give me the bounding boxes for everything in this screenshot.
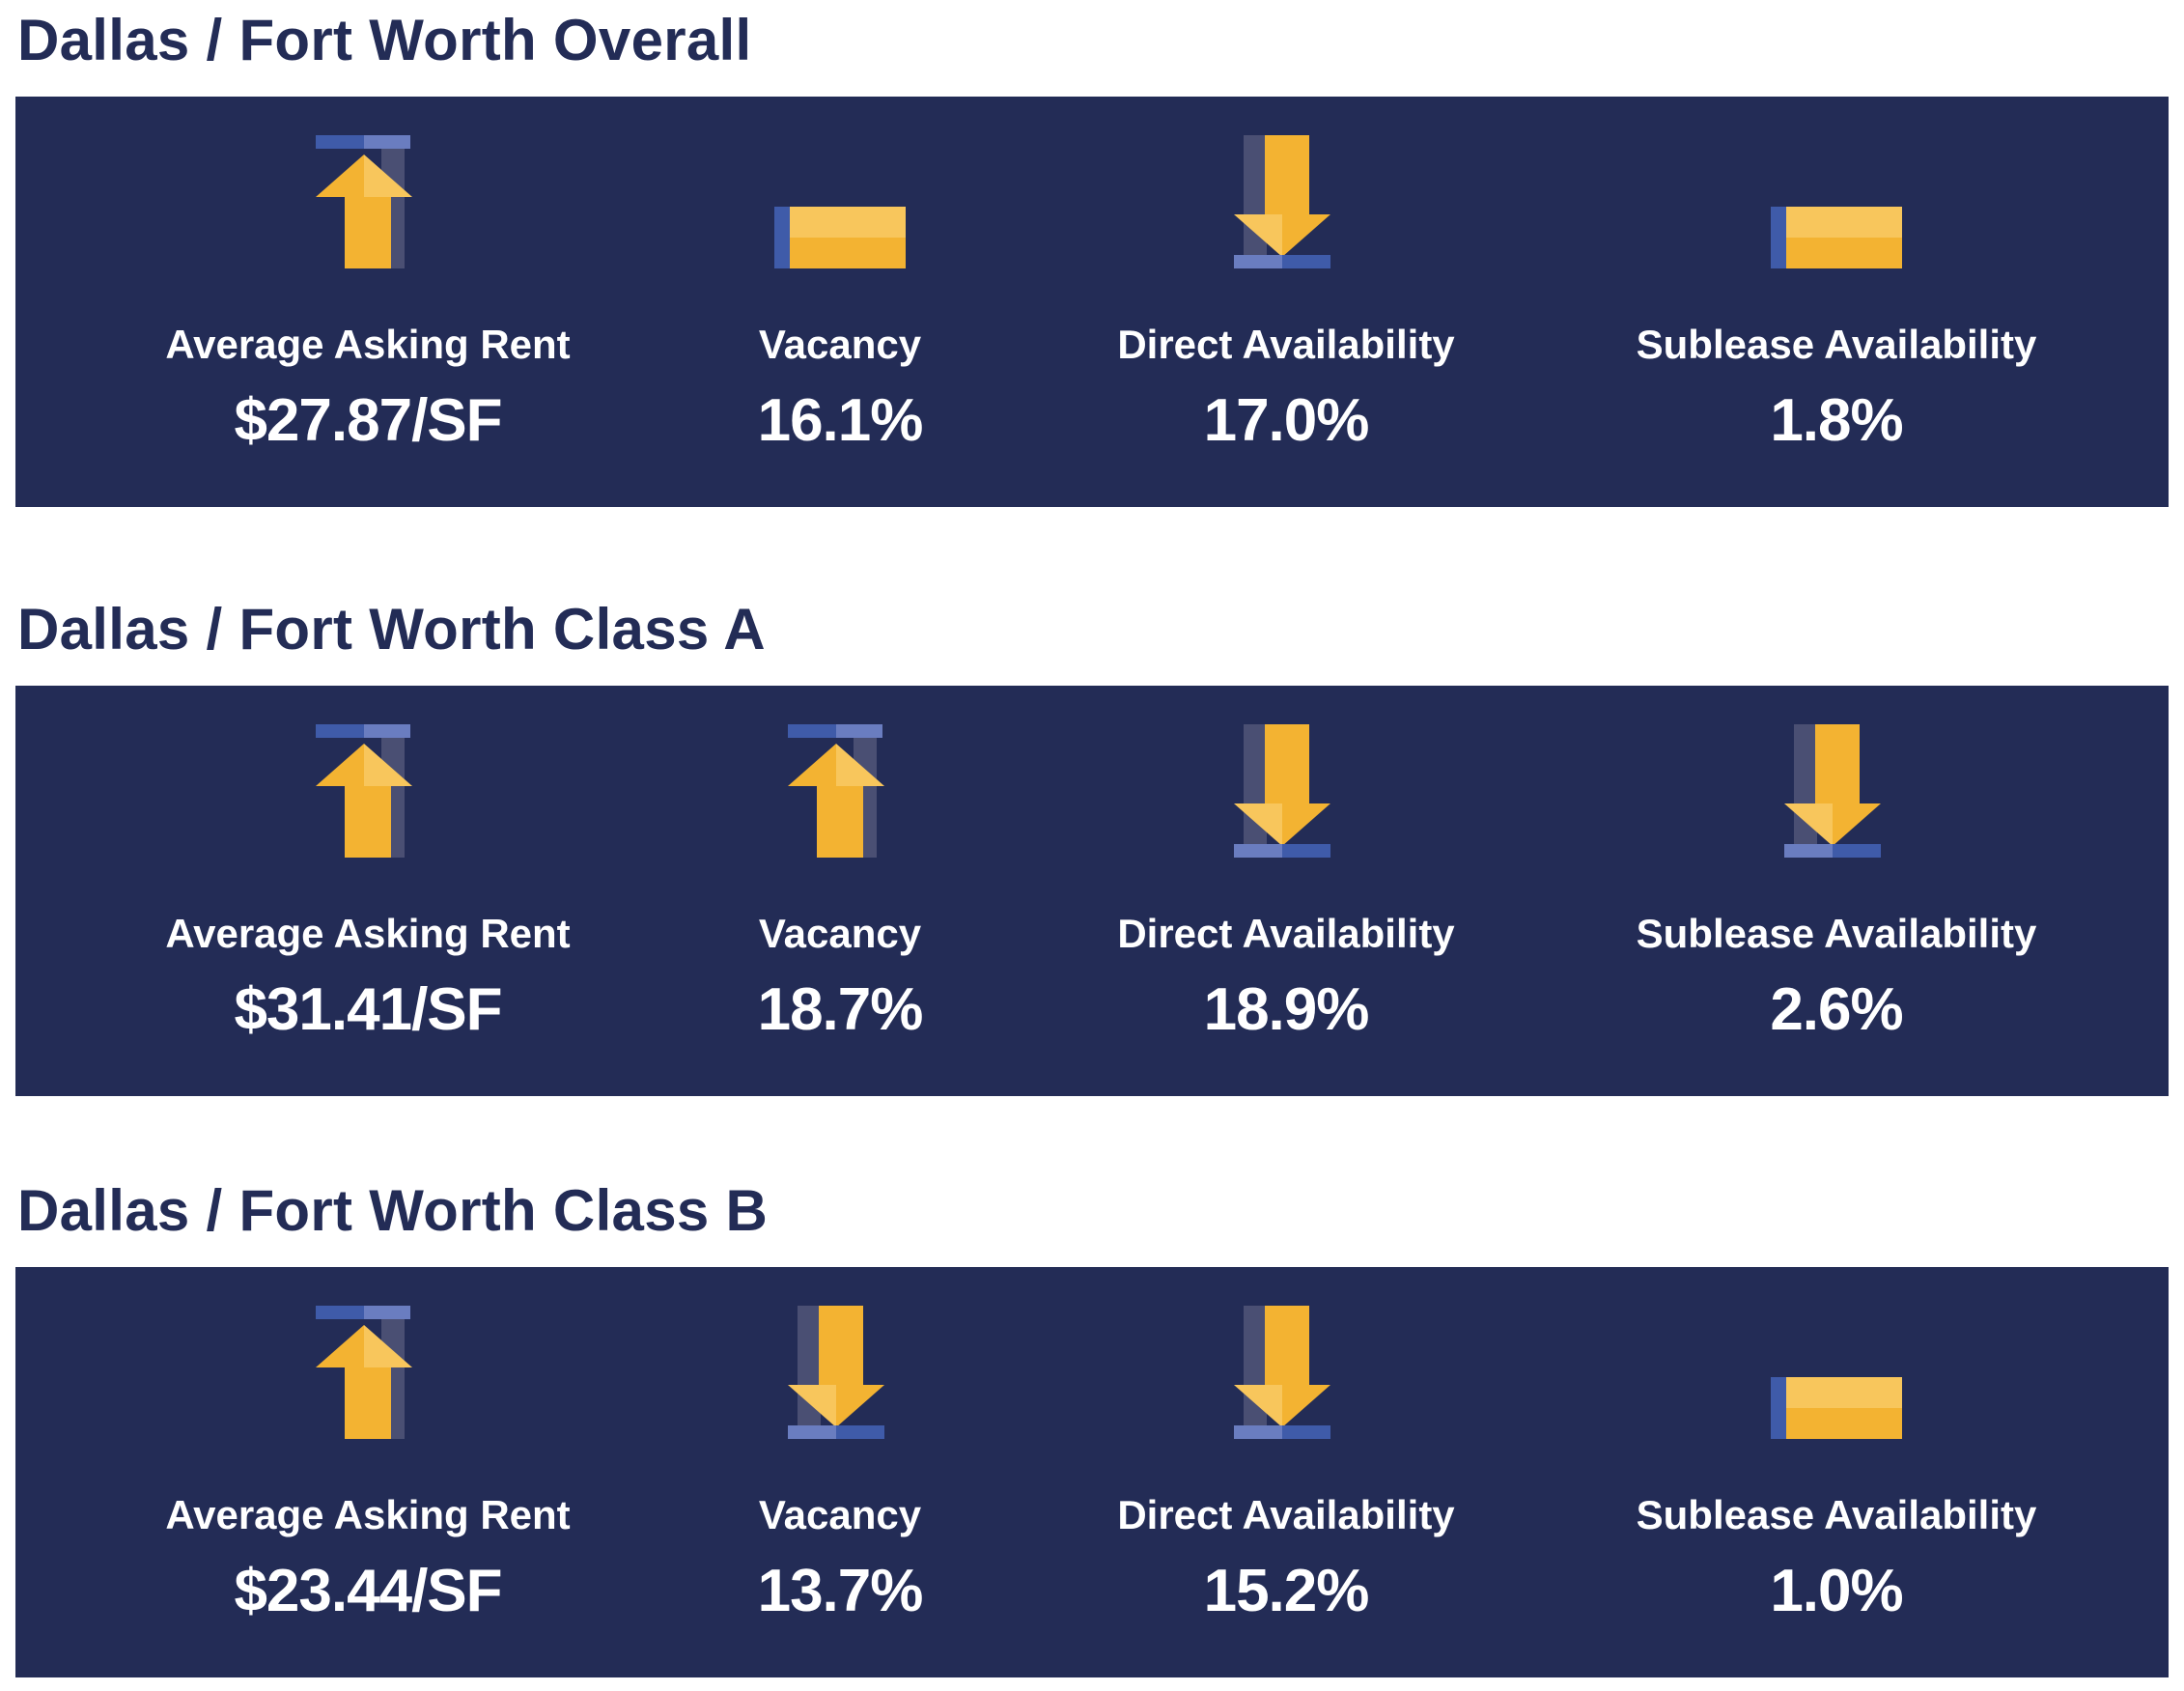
arrow-down-icon: [1234, 135, 1330, 268]
metric-average-asking-rent: Average Asking Rent $31.41/SF: [98, 686, 638, 1096]
stats-panel: Average Asking Rent $31.41/SF Vacancy 18…: [15, 686, 2169, 1096]
metric-sublease-availability: Sublease Availability 2.6%: [1566, 686, 2107, 1096]
arrow-up-icon: [788, 724, 884, 858]
arrow-down-icon: [788, 1306, 884, 1439]
metric-direct-availability: Direct Availability 15.2%: [1016, 1267, 1556, 1677]
arrow-up-icon: [316, 724, 412, 858]
trend-icon: [570, 686, 1110, 879]
metric-sublease-availability: Sublease Availability 1.8%: [1566, 97, 2107, 507]
metric-label: Vacancy: [758, 1492, 922, 1537]
stats-panel: Average Asking Rent $27.87/SF Vacancy 16…: [15, 97, 2169, 507]
section-title: Dallas / Fort Worth Class A: [17, 597, 766, 662]
flat-bar-icon: [1771, 1377, 1902, 1439]
metric-value: $27.87/SF: [234, 387, 502, 454]
metric-value: 18.7%: [757, 976, 924, 1043]
trend-icon: [1016, 686, 1556, 879]
metric-vacancy: Vacancy 16.1%: [570, 97, 1110, 507]
trend-icon: [98, 686, 638, 879]
metric-value: 17.0%: [1203, 387, 1370, 454]
metric-label: Average Asking Rent: [165, 1492, 571, 1537]
metric-direct-availability: Direct Availability 17.0%: [1016, 97, 1556, 507]
metric-value: 18.9%: [1203, 976, 1370, 1043]
flat-bar-icon: [1771, 207, 1902, 268]
metric-label: Vacancy: [758, 322, 922, 367]
trend-icon: [1566, 1267, 2107, 1460]
metric-value: 16.1%: [757, 387, 924, 454]
arrow-up-icon: [316, 1306, 412, 1439]
metric-value: 15.2%: [1203, 1558, 1370, 1624]
metric-label: Direct Availability: [1117, 911, 1455, 956]
trend-icon: [1016, 97, 1556, 290]
stats-panel: Average Asking Rent $23.44/SF Vacancy 13…: [15, 1267, 2169, 1677]
metric-sublease-availability: Sublease Availability 1.0%: [1566, 1267, 2107, 1677]
metric-label: Direct Availability: [1117, 322, 1455, 367]
trend-icon: [570, 1267, 1110, 1460]
trend-icon: [1016, 1267, 1556, 1460]
metric-average-asking-rent: Average Asking Rent $23.44/SF: [98, 1267, 638, 1677]
metric-label: Direct Availability: [1117, 1492, 1455, 1537]
metric-direct-availability: Direct Availability 18.9%: [1016, 686, 1556, 1096]
metric-label: Average Asking Rent: [165, 322, 571, 367]
metric-value: 1.0%: [1770, 1558, 1903, 1624]
metric-vacancy: Vacancy 18.7%: [570, 686, 1110, 1096]
trend-icon: [1566, 686, 2107, 879]
section-title: Dallas / Fort Worth Class B: [17, 1178, 769, 1243]
trend-icon: [98, 97, 638, 290]
arrow-up-icon: [316, 135, 412, 268]
metric-average-asking-rent: Average Asking Rent $27.87/SF: [98, 97, 638, 507]
arrow-down-icon: [1234, 1306, 1330, 1439]
metric-vacancy: Vacancy 13.7%: [570, 1267, 1110, 1677]
metric-value: 2.6%: [1770, 976, 1903, 1043]
metric-value: $23.44/SF: [234, 1558, 502, 1624]
arrow-down-icon: [1784, 724, 1881, 858]
section-title: Dallas / Fort Worth Overall: [17, 8, 752, 72]
arrow-down-icon: [1234, 724, 1330, 858]
metric-value: 13.7%: [757, 1558, 924, 1624]
metric-value: $31.41/SF: [234, 976, 502, 1043]
flat-bar-icon: [774, 207, 906, 268]
metric-value: 1.8%: [1770, 387, 1903, 454]
metric-label: Sublease Availability: [1636, 1492, 2037, 1537]
trend-icon: [570, 97, 1110, 290]
metric-label: Vacancy: [758, 911, 922, 956]
metric-label: Sublease Availability: [1636, 911, 2037, 956]
trend-icon: [98, 1267, 638, 1460]
trend-icon: [1566, 97, 2107, 290]
metric-label: Sublease Availability: [1636, 322, 2037, 367]
metric-label: Average Asking Rent: [165, 911, 571, 956]
